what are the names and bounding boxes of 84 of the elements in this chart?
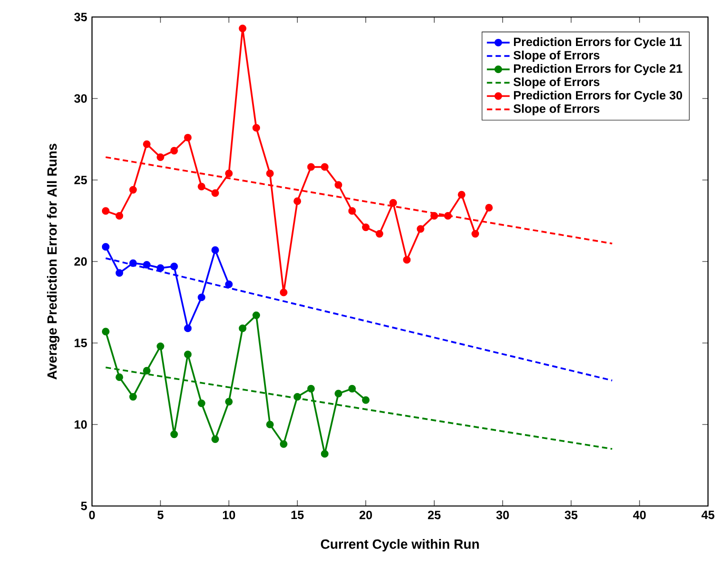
x-tick-label: 25 [428, 510, 441, 520]
point [170, 430, 178, 438]
y-tick-label: 10 [74, 420, 87, 429]
point [142, 366, 151, 375]
point [225, 170, 233, 178]
point [198, 182, 206, 190]
x-tick-label: 35 [564, 510, 578, 520]
x-tick-label: 40 [633, 510, 646, 520]
y-tick-label: 25 [74, 176, 87, 184]
point [116, 269, 124, 277]
point [129, 259, 137, 267]
point [444, 212, 452, 220]
point [225, 398, 233, 406]
point [280, 288, 288, 296]
point [184, 134, 192, 142]
x-tick-label: 15 [291, 510, 304, 520]
point [129, 186, 137, 194]
point [334, 181, 342, 189]
x-tick-label: 5 [157, 510, 164, 520]
point [211, 189, 220, 197]
point [294, 392, 302, 401]
point [252, 311, 260, 320]
y-tick-label: 20 [74, 257, 87, 266]
point [403, 256, 411, 264]
point [376, 230, 384, 238]
point [320, 450, 329, 458]
legend-label: Prediction Errors for Cycle 11 [514, 37, 682, 48]
point [116, 212, 124, 220]
point [307, 163, 315, 171]
x-tick-label: 20 [360, 510, 372, 520]
point [294, 197, 302, 205]
point [471, 230, 480, 238]
point [348, 207, 356, 215]
point [156, 342, 164, 350]
x-tick-label: 0 [89, 510, 95, 520]
point [211, 435, 220, 443]
point [252, 124, 260, 132]
legend-label: Slope of Errors [514, 77, 600, 89]
point [211, 246, 220, 254]
point [102, 243, 110, 251]
point [416, 225, 424, 233]
legend-label: Slope of Errors [514, 104, 600, 116]
y-tick-label: 15 [74, 338, 87, 348]
point [170, 146, 178, 154]
point [362, 223, 370, 232]
point [198, 294, 206, 302]
point [280, 440, 288, 448]
point [184, 324, 192, 332]
point [102, 328, 110, 336]
point [458, 190, 466, 198]
point [307, 384, 315, 392]
point [485, 204, 493, 212]
point [184, 350, 192, 358]
point [156, 153, 164, 161]
y-tick-label: 35 [74, 12, 87, 22]
point [389, 199, 397, 207]
point [334, 390, 342, 398]
x-tick-label: 30 [496, 510, 509, 520]
legend-label: Slope of Errors [514, 50, 600, 62]
legend-label: Prediction Errors for Cycle 30 [514, 90, 682, 102]
point [320, 163, 329, 171]
point [102, 207, 110, 215]
point [238, 24, 246, 32]
point [116, 373, 124, 382]
point [142, 260, 151, 269]
y-tick-label: 30 [74, 94, 87, 103]
y-tick-label: 5 [80, 502, 87, 510]
point [142, 140, 151, 148]
point [266, 170, 274, 178]
legend-label: Prediction Errors for Cycle 21 [514, 64, 682, 76]
point [430, 212, 438, 220]
point [170, 262, 178, 270]
point [238, 324, 246, 332]
point [156, 264, 164, 272]
point [362, 396, 370, 404]
point [129, 392, 137, 401]
x-axis-title: Current Cycle within Run [320, 539, 479, 552]
y-axis-title: Average Prediction Error for All Runs [46, 144, 60, 380]
point [348, 384, 356, 392]
point [266, 420, 274, 428]
x-tick-label: 10 [222, 510, 236, 520]
x-tick-label: 45 [702, 510, 714, 520]
point [225, 280, 233, 288]
point [198, 400, 206, 408]
